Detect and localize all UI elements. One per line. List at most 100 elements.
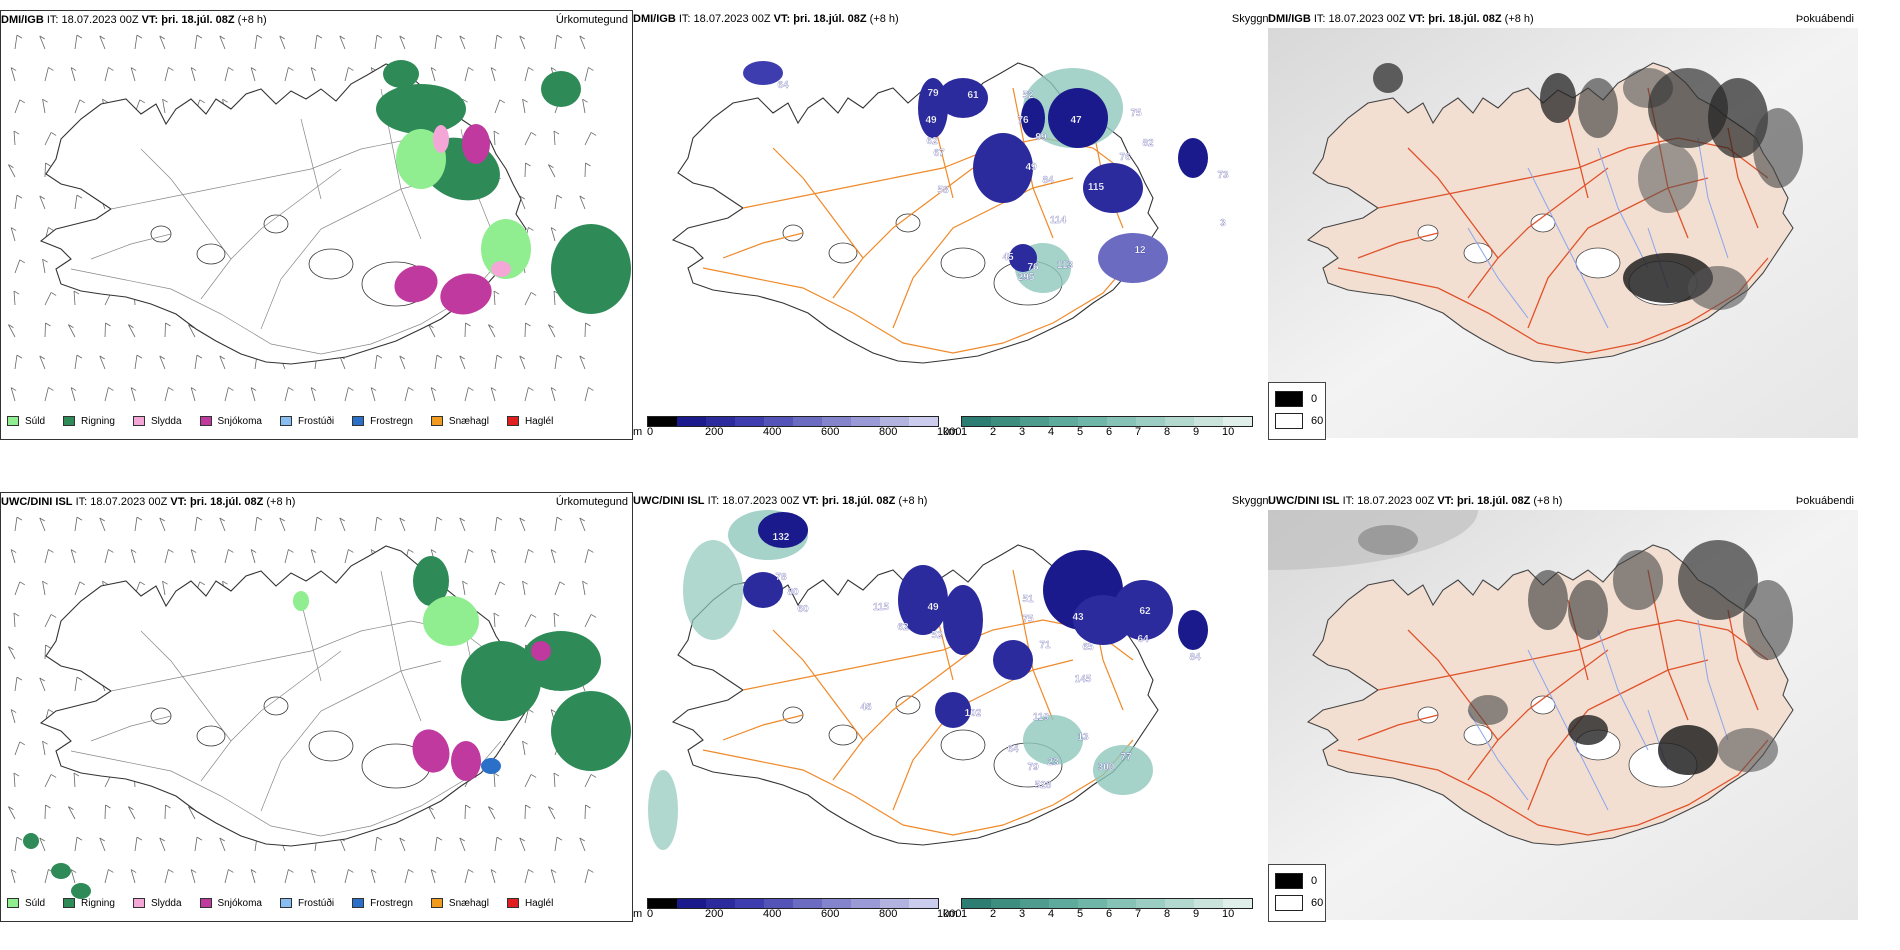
colorbar-tick: 1 (961, 908, 968, 920)
colorbar-tick: 200 (705, 426, 724, 438)
valid-label: VT: (1437, 495, 1454, 507)
valid-label: VT: (170, 496, 187, 508)
precip-type-map (1, 511, 631, 903)
panel-title: UWC/DINI ISL IT: 18.07.2023 00Z VT: þri.… (1268, 492, 1562, 510)
legend-label: Snjókoma (217, 897, 262, 909)
legend-swatch (7, 898, 19, 908)
legend-item: Snæhagl (430, 415, 489, 427)
colorbar-tick: 7 (1135, 426, 1142, 438)
legend-label: Frostregn (370, 897, 413, 909)
colorbar-segment (1165, 899, 1194, 908)
cloud-base-value: 76 (1027, 262, 1039, 273)
colorbar-tick: 4 (1048, 426, 1055, 438)
cloud-base-value: 58 (937, 185, 949, 196)
legend-label: Frostregn (370, 415, 413, 427)
cloud-base-value: 51 (1022, 594, 1034, 605)
colorbar-segment (1049, 417, 1078, 426)
colorbar-tick: 400 (763, 426, 782, 438)
valid-label: VT: (773, 13, 791, 25)
valid-time: þri. 18.júl. 08Z (161, 14, 235, 26)
colorbar-segment (793, 899, 822, 908)
colorbar-tick: 2 (990, 426, 997, 438)
colorbar-tick: 6 (1106, 426, 1113, 438)
valid-time: þri. 18.júl. 08Z (821, 495, 896, 507)
valid-label: VT: (1408, 13, 1426, 25)
valid-time: þri. 18.júl. 08Z (1428, 13, 1502, 25)
colorbar-segment (991, 417, 1020, 426)
colorbar-ticks: 0 200 400 600 800 1000 (647, 426, 995, 438)
legend-item: Slydda (132, 897, 182, 909)
cloud-base-value: 84 (1042, 175, 1054, 186)
colorbar-segment (648, 417, 677, 426)
cloud-base-value: 115 (873, 602, 890, 613)
colorbar-segment (706, 899, 735, 908)
colorbar-unit: m (633, 908, 643, 920)
panel-title: DMI/IGB IT: 18.07.2023 00Z VT: þri. 18.j… (1, 11, 267, 29)
fog-indicator-map (1268, 28, 1858, 438)
legend-swatch (199, 416, 212, 426)
colorbar-segment (648, 899, 677, 908)
colorbar-segment (1136, 417, 1165, 426)
colorbar-tick: 9 (1193, 908, 1200, 920)
cloud-base-value: 115 (1088, 182, 1105, 193)
model-name: UWC/DINI ISL (1, 496, 73, 508)
colorbar-tick: 9 (1193, 426, 1200, 438)
cloud-base-value: 64 (1007, 744, 1019, 755)
colorbar-tick: 1000 (937, 426, 962, 438)
legend-label: Súld (25, 415, 46, 427)
colorbar-segment (706, 417, 735, 426)
cloud-base-value: 145 (1075, 674, 1092, 685)
model-name: DMI/IGB (1, 14, 44, 26)
legend-label: Slydda (150, 897, 182, 909)
colorbar-tick: 0 (647, 908, 654, 920)
colorbar-tick: 400 (763, 908, 782, 920)
legend-item: Slydda (132, 416, 182, 427)
legend-item: Rigning (63, 898, 115, 909)
fog-indicator-areas (1268, 510, 1793, 775)
cloud-base-value: 47 (1070, 115, 1082, 126)
visibility-panel: UWC/DINI ISL IT: 18.07.2023 00Z VT: þri.… (633, 492, 1271, 922)
cloud-base-value: 64 (1137, 634, 1149, 645)
fog-legend-row: 60 (1275, 413, 1323, 429)
cloud-base-value: 528 (1035, 780, 1052, 791)
legend-item: Frostúði (279, 416, 334, 427)
lead-time: (+8 h) (266, 496, 296, 508)
visibility-map: 64 79 61 52 49 76 47 75 62 99 82 67 49 76 84 115 73 58 114… (633, 28, 1233, 420)
fog-indicator-panel: UWC/DINI ISL IT: 18.07.2023 00Z VT: þri.… (1268, 492, 1858, 922)
legend-swatch (352, 416, 365, 426)
fog-legend-row: 60 (1275, 895, 1323, 911)
model-name: UWC/DINI ISL (633, 495, 705, 507)
cloud-base-value: 79 (1027, 762, 1039, 773)
legend-swatch (63, 898, 76, 908)
legend-item: Frostregn (352, 416, 413, 427)
colorbar-tick: 800 (879, 426, 898, 438)
init-label: IT: (707, 495, 720, 507)
fog-indicator-panel: DMI/IGB IT: 18.07.2023 00Z VT: þri. 18.j… (1268, 10, 1858, 440)
legend-swatch (7, 416, 19, 426)
model-name: DMI/IGB (1268, 13, 1311, 25)
init-time: 18.07.2023 00Z (1357, 495, 1435, 507)
legend-label: Snæhagl (448, 415, 489, 427)
fog-indicator-areas (1373, 63, 1803, 310)
panel-title: DMI/IGB IT: 18.07.2023 00Z VT: þri. 18.j… (1268, 10, 1534, 28)
panel-title: UWC/DINI ISL IT: 18.07.2023 00Z VT: þri.… (633, 492, 927, 510)
cloud-base-value: 119 (1033, 712, 1050, 723)
cloud-base-value: 62 (926, 136, 938, 147)
legend-label: Haglél (524, 897, 554, 909)
legend-label: Haglél (524, 415, 554, 427)
precip-type-areas (23, 556, 631, 899)
precip-type-panel: DMI/IGB IT: 18.07.2023 00Z VT: þri. 18.j… (0, 10, 633, 440)
visibility-panel: DMI/IGB IT: 18.07.2023 00Z VT: þri. 18.j… (633, 10, 1271, 440)
lead-time: (+8 h) (1504, 13, 1534, 25)
precip-type-map (1, 29, 631, 421)
colorbar-tick: 0 (647, 426, 654, 438)
cloud-base-value: 71 (1039, 640, 1051, 651)
legend-swatch (63, 416, 76, 426)
cloud-base-value: 77 (1120, 752, 1132, 763)
cloud-base-colorbar: m 0 200 400 600 800 1000 (633, 416, 961, 438)
legend-swatch (430, 416, 443, 426)
cloud-base-value: 61 (967, 90, 979, 101)
colorbar-segment (764, 899, 793, 908)
legend-item: Haglél (506, 897, 554, 909)
colorbar-segment (764, 417, 793, 426)
